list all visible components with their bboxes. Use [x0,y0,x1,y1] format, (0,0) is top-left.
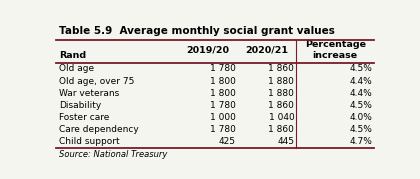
Text: 445: 445 [277,137,294,146]
Text: Source: National Treasury: Source: National Treasury [59,151,168,159]
Text: 4.0%: 4.0% [349,113,372,122]
Text: 1 040: 1 040 [268,113,294,122]
Text: Old age, over 75: Old age, over 75 [59,77,134,86]
Text: Percentage
increase: Percentage increase [304,40,366,60]
Text: 1 000: 1 000 [210,113,236,122]
Text: Care dependency: Care dependency [59,125,139,134]
Text: 4.5%: 4.5% [349,64,372,73]
Text: Disability: Disability [59,101,101,110]
Text: 1 860: 1 860 [268,125,294,134]
Text: 1 860: 1 860 [268,64,294,73]
Text: Table 5.9  Average monthly social grant values: Table 5.9 Average monthly social grant v… [59,26,335,36]
Text: 4.4%: 4.4% [349,89,372,98]
Text: Foster care: Foster care [59,113,109,122]
Text: Child support: Child support [59,137,120,146]
Text: 425: 425 [218,137,236,146]
Text: 4.7%: 4.7% [349,137,372,146]
Text: 1 800: 1 800 [210,77,236,86]
Text: 4.5%: 4.5% [349,125,372,134]
Text: 4.4%: 4.4% [349,77,372,86]
Text: War veterans: War veterans [59,89,119,98]
Text: 1 780: 1 780 [210,125,236,134]
Text: 1 780: 1 780 [210,101,236,110]
Text: 1 860: 1 860 [268,101,294,110]
Text: 1 880: 1 880 [268,77,294,86]
Text: Rand: Rand [59,51,86,60]
Text: Old age: Old age [59,64,94,73]
Text: 1 800: 1 800 [210,89,236,98]
Text: 1 780: 1 780 [210,64,236,73]
Text: 2020/21: 2020/21 [245,46,289,55]
Text: 1 880: 1 880 [268,89,294,98]
Text: 2019/20: 2019/20 [186,46,230,55]
Text: 4.5%: 4.5% [349,101,372,110]
